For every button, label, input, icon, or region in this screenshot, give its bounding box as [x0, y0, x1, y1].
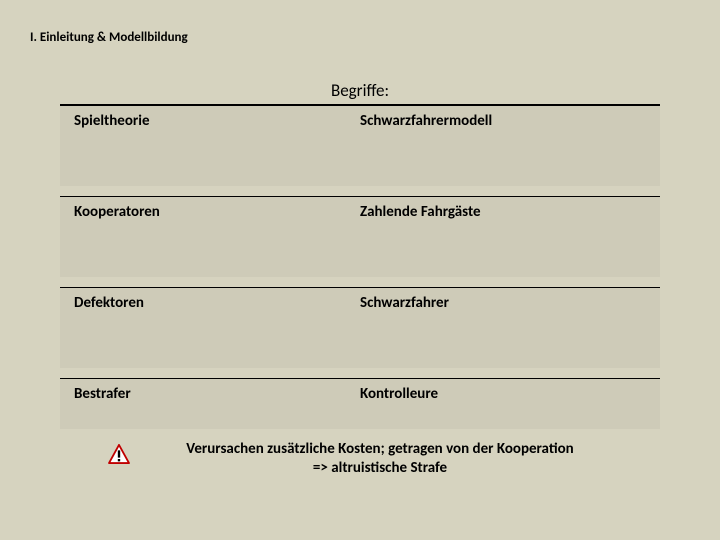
footnote-line-1: Verursachen zusätzliche Kosten; getragen… — [186, 440, 573, 458]
chapter-heading: I. Einleitung & Modellbildung — [30, 30, 188, 45]
cell-left: Bestrafer — [74, 385, 131, 403]
cell-right: Schwarzfahrermodell — [360, 112, 492, 130]
footnote: Verursachen zusätzliche Kosten; getragen… — [100, 440, 660, 478]
table-row: Bestrafer Kontrolleure — [60, 379, 660, 429]
section-title: Begriffe: — [0, 80, 720, 101]
footnote-line-2: => altruistische Strafe — [313, 459, 447, 477]
table-row: Kooperatoren Zahlende Fahrgäste — [60, 197, 660, 277]
cell-left: Spieltheorie — [74, 112, 150, 130]
cell-right: Schwarzfahrer — [360, 294, 449, 312]
cell-right: Kontrolleure — [360, 385, 438, 403]
cell-left: Kooperatoren — [74, 203, 160, 221]
table-row: Defektoren Schwarzfahrer — [60, 288, 660, 368]
table-row: Spieltheorie Schwarzfahrermodell — [60, 106, 660, 186]
cell-left: Defektoren — [74, 294, 144, 312]
slide: I. Einleitung & Modellbildung Begriffe: … — [0, 0, 720, 540]
cell-right: Zahlende Fahrgäste — [360, 203, 481, 221]
